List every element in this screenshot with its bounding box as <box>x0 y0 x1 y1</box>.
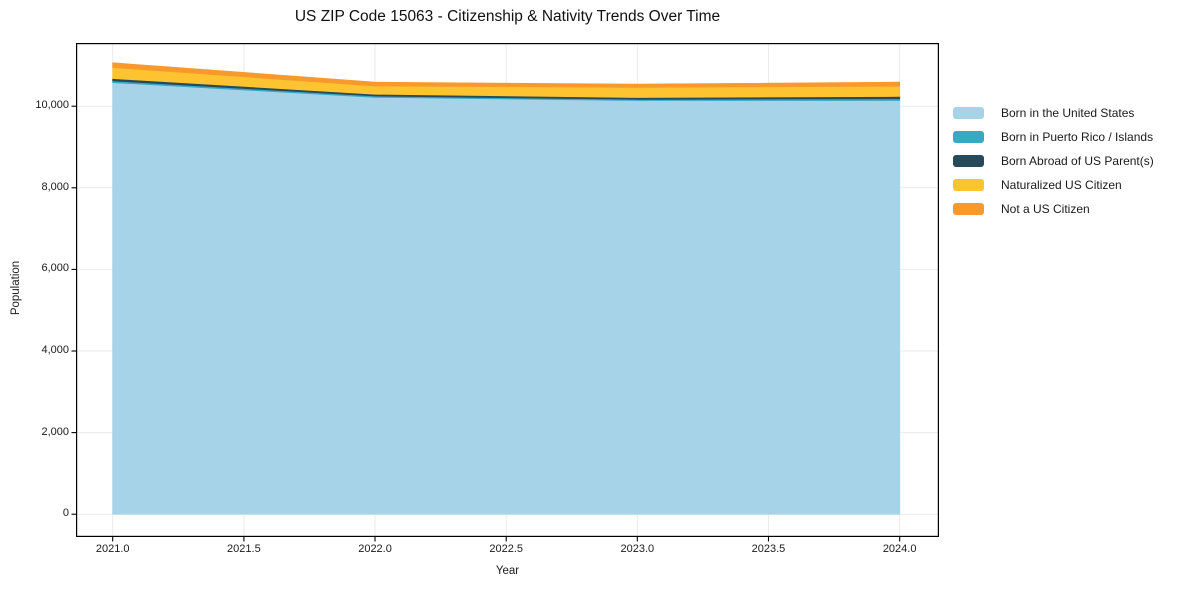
x-tick-label: 2023.5 <box>751 543 786 555</box>
legend-label: Born in Puerto Rico / Islands <box>1001 130 1154 144</box>
legend-item-naturalized-us-citizen: Naturalized US Citizen <box>953 173 1154 197</box>
x-tick-label: 2021.0 <box>95 543 130 555</box>
legend-item-born-in-the-united-states: Born in the United States <box>953 101 1154 125</box>
y-tick-label: 4,000 <box>41 343 69 356</box>
plot-frame <box>76 43 939 537</box>
x-tick-label: 2023.0 <box>620 543 655 555</box>
legend-item-born-in-puerto-rico-islands: Born in Puerto Rico / Islands <box>953 125 1154 149</box>
plot-area <box>71 43 939 542</box>
x-tick-label: 2022.0 <box>358 543 392 555</box>
area-born-in-the-united-states <box>112 82 901 515</box>
y-tick-label: 0 <box>62 507 69 520</box>
legend-swatch-icon <box>953 155 984 167</box>
legend-label: Not a US Citizen <box>1001 202 1090 216</box>
x-tick-label: 2021.5 <box>227 543 261 555</box>
legend-swatch-icon <box>953 131 984 143</box>
chart-title: US ZIP Code 15063 - Citizenship & Nativi… <box>294 8 721 25</box>
y-tick-label: 6,000 <box>41 262 69 275</box>
legend-label: Born in the United States <box>1001 106 1135 120</box>
legend-swatch-icon <box>953 107 984 119</box>
legend: Born in the United States Born in Puerto … <box>953 101 1154 221</box>
x-tick-label: 2024.0 <box>882 543 917 555</box>
x-tick-label: 2022.5 <box>489 543 524 555</box>
y-tick-label: 8,000 <box>41 180 69 193</box>
legend-item-not-a-us-citizen: Not a US Citizen <box>953 197 1154 221</box>
legend-label: Born Abroad of US Parent(s) <box>1001 154 1154 168</box>
legend-item-born-abroad-of-us-parent-s: Born Abroad of US Parent(s) <box>953 149 1154 173</box>
y-tick-label: 10,000 <box>35 99 69 112</box>
y-tick-label: 2,000 <box>41 425 69 438</box>
legend-label: Naturalized US Citizen <box>1001 178 1122 192</box>
x-axis-label: Year <box>495 565 520 577</box>
legend-swatch-icon <box>953 203 984 215</box>
legend-swatch-icon <box>953 179 984 191</box>
area-not-a-us-citizen <box>112 62 901 88</box>
